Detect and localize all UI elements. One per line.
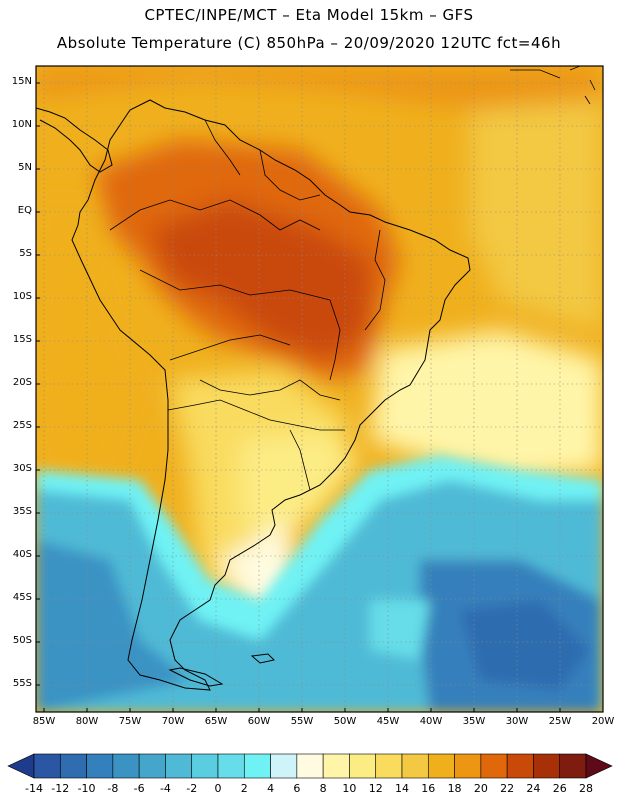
colorbar-swatch xyxy=(243,753,271,779)
colorbar-swatch xyxy=(191,753,219,779)
central-america-coastline xyxy=(36,107,113,173)
lon-label: 70W xyxy=(161,716,185,727)
caribbean-islands xyxy=(510,66,596,105)
lon-label: 45W xyxy=(376,716,400,727)
colorbar-swatch xyxy=(533,753,561,779)
lat-label: 30S xyxy=(12,463,32,474)
colorbar-swatch xyxy=(375,753,403,779)
lon-label: 30W xyxy=(505,716,529,727)
colorbar-arrow-low xyxy=(7,753,35,779)
lat-label: 10S xyxy=(12,291,32,302)
lon-label: 40W xyxy=(419,716,443,727)
lat-label: EQ xyxy=(17,205,32,216)
colorbar-tick-label: 10 xyxy=(342,782,357,795)
colorbar xyxy=(7,753,613,779)
lon-label: 80W xyxy=(75,716,99,727)
chart-title-line2: Absolute Temperature (C) 850hPa – 20/09/… xyxy=(56,34,562,52)
lat-label: 50S xyxy=(12,635,32,646)
lon-label: 35W xyxy=(462,716,486,727)
colorbar-swatch xyxy=(165,753,193,779)
colorbar-tick-label: 0 xyxy=(214,782,222,795)
colorbar-tick-label: 26 xyxy=(552,782,567,795)
colorbar-tick-label: -14 xyxy=(25,782,43,795)
lat-label: 35S xyxy=(12,506,32,517)
lon-label: 25W xyxy=(548,716,572,727)
lat-label: 5N xyxy=(18,162,32,173)
colorbar-swatch xyxy=(349,753,377,779)
colorbar-tick-label: 22 xyxy=(500,782,515,795)
field-uruguay-12c xyxy=(240,430,360,540)
lon-label: 85W xyxy=(32,716,56,727)
colorbar-swatch xyxy=(86,753,114,779)
colorbar-swatch xyxy=(270,753,298,779)
lat-label: 10N xyxy=(11,119,32,130)
colorbar-tick-label: -6 xyxy=(133,782,145,795)
colorbar-swatch xyxy=(322,753,350,779)
lon-label: 75W xyxy=(118,716,142,727)
lon-label: 20W xyxy=(591,716,615,727)
colorbar-tick-label: 14 xyxy=(395,782,409,795)
colorbar-tick-label: 6 xyxy=(293,782,301,795)
lat-label: 15S xyxy=(12,334,32,345)
colorbar-swatch xyxy=(454,753,482,779)
falkland-islands xyxy=(250,653,276,664)
temperature-field xyxy=(36,66,603,712)
colorbar-tick-label: 28 xyxy=(579,782,593,795)
colorbar-swatch xyxy=(506,753,534,779)
colorbar-tick-label: 24 xyxy=(526,782,541,795)
colorbar-tick-label: -2 xyxy=(186,782,198,795)
lat-label: 40S xyxy=(12,549,32,560)
field-pacific-cold-minus6c xyxy=(36,540,190,712)
south-america-coastline xyxy=(71,99,471,691)
colorbar-tick-label: -10 xyxy=(77,782,96,795)
colorbar-swatch xyxy=(480,753,508,779)
graticule xyxy=(36,66,603,712)
chart-title-line1: CPTEC/INPE/MCT – Eta Model 15km – GFS xyxy=(144,6,474,24)
colorbar-swatch xyxy=(401,753,429,779)
colorbar-swatch xyxy=(33,753,61,779)
colorbar-swatch xyxy=(138,753,166,779)
lat-label: 45S xyxy=(12,592,32,603)
colorbar-swatch xyxy=(59,753,87,779)
lat-label: 5S xyxy=(19,248,32,259)
colorbar-tick-label: -12 xyxy=(51,782,70,795)
colorbar-swatch xyxy=(112,753,140,779)
field-pacific-18c xyxy=(36,200,150,480)
field-subtropical-10c xyxy=(370,330,603,480)
colorbar-tick-label: 18 xyxy=(447,782,462,795)
lon-label: 60W xyxy=(247,716,271,727)
lon-label: 50W xyxy=(333,716,357,727)
lat-label: 25S xyxy=(12,420,32,431)
lon-label: 65W xyxy=(204,716,228,727)
field-falklands-2c xyxy=(370,600,430,660)
colorbar-tick-label: 12 xyxy=(368,782,383,795)
field-north-20c xyxy=(36,66,603,120)
lat-label: 20S xyxy=(12,377,32,388)
colorbar-tick-label: 4 xyxy=(267,782,275,795)
colorbar-tick-label: -4 xyxy=(159,782,171,795)
colorbar-swatch xyxy=(427,753,455,779)
colorbar-tick-label: 16 xyxy=(421,782,436,795)
field-atlantic-16c xyxy=(470,100,603,330)
country-borders xyxy=(109,119,386,491)
lon-label: 55W xyxy=(290,716,314,727)
colorbar-tick-label: 20 xyxy=(473,782,488,795)
field-central-24c xyxy=(150,200,370,360)
lat-label: 55S xyxy=(12,678,32,689)
axis-ticks xyxy=(36,82,604,712)
colorbar-swatch xyxy=(217,753,245,779)
colorbar-swatch xyxy=(559,753,587,779)
colorbar-tick-label: 2 xyxy=(240,782,248,795)
field-atlantic-core-minus10c xyxy=(460,600,590,690)
colorbar-tick-label: 8 xyxy=(319,782,327,795)
colorbar-arrow-high xyxy=(585,753,613,779)
map-frame xyxy=(35,65,604,713)
colorbar-tick-label: -8 xyxy=(107,782,119,795)
tierra-del-fuego xyxy=(168,667,224,687)
lat-label: 15N xyxy=(11,76,32,87)
colorbar-swatch xyxy=(296,753,324,779)
